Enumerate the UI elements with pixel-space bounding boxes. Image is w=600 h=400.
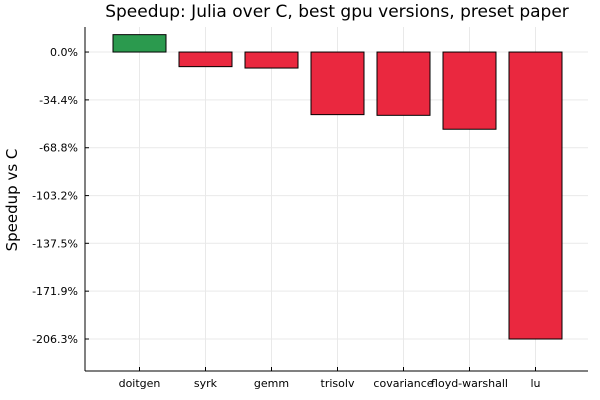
bar-floyd-warshall xyxy=(442,51,497,130)
bar-syrk xyxy=(178,51,233,68)
y-axis-label: Speedup vs C xyxy=(3,149,21,252)
bar-doitgen xyxy=(112,34,167,53)
chart-title: Speedup: Julia over C, best gpu versions… xyxy=(105,2,569,22)
y-tick-label: -206.3% xyxy=(32,333,78,346)
axes xyxy=(84,27,588,372)
tick-labels: 0.0% -34.4% -68.8% -103.2% -137.5% -171.9% -20… xyxy=(32,46,540,390)
y-tick-label: -171.9% xyxy=(32,285,78,298)
x-tick-label: floyd-warshall xyxy=(431,377,508,390)
x-tick-label: covariance xyxy=(373,377,433,390)
bar-gemm xyxy=(244,51,299,69)
y-tick-label: 0.0% xyxy=(50,46,78,59)
bars xyxy=(112,34,563,340)
x-tick-label: trisolv xyxy=(321,377,355,390)
y-tick-label: -68.8% xyxy=(39,142,78,155)
bar-covariance xyxy=(376,51,431,116)
x-tick-label: gemm xyxy=(254,377,289,390)
bar-lu xyxy=(508,51,563,340)
y-tick-label: -34.4% xyxy=(39,94,78,107)
y-tick-label: -137.5% xyxy=(32,237,78,250)
y-tick-label: -103.2% xyxy=(32,190,78,203)
x-tick-label: lu xyxy=(530,377,540,390)
x-tick-label: syrk xyxy=(194,377,218,390)
bar-trisolv xyxy=(310,51,365,116)
x-tick-label: doitgen xyxy=(119,377,161,390)
